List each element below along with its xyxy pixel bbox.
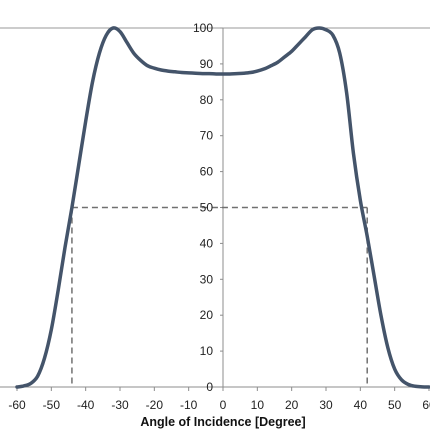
y-tick-label: 100 xyxy=(193,21,213,35)
x-tick-label: 50 xyxy=(388,398,402,412)
y-tick-label: 60 xyxy=(200,165,214,179)
x-tick-label: -50 xyxy=(43,398,61,412)
series-group xyxy=(15,26,430,389)
x-tick-label: -20 xyxy=(146,398,164,412)
x-tick-labels: -60 -50 -40 -30 -20 -10 0 10 20 30 40 50 60 xyxy=(8,398,430,412)
x-tick-label: 20 xyxy=(285,398,299,412)
y-tick-label: 20 xyxy=(200,308,214,322)
y-tick-label: 0 xyxy=(206,380,213,394)
x-tick-label: 40 xyxy=(354,398,368,412)
y-tick-label: 30 xyxy=(200,272,214,286)
y-tick-labels: 0 10 20 30 40 50 60 70 80 90 100 xyxy=(193,21,213,394)
x-tick-label: 60 xyxy=(422,398,430,412)
y-tick-label: 90 xyxy=(200,57,214,71)
x-tick-label: 10 xyxy=(251,398,265,412)
x-tick-label: -40 xyxy=(77,398,95,412)
y-tick-label: 40 xyxy=(200,236,214,250)
x-tick-label: -10 xyxy=(180,398,198,412)
y-tick-label: 50 xyxy=(200,201,214,215)
series-line xyxy=(15,26,430,389)
y-tick-label: 70 xyxy=(200,129,214,143)
y-tick-label: 80 xyxy=(200,93,214,107)
x-tick-label: 0 xyxy=(220,398,227,412)
x-tick-label: -60 xyxy=(8,398,26,412)
reference-lines xyxy=(71,206,368,387)
x-tick-label: -30 xyxy=(111,398,129,412)
y-tick-label: 10 xyxy=(200,344,214,358)
x-tick-label: 30 xyxy=(319,398,333,412)
axes xyxy=(0,27,430,391)
x-axis-title: Angle of Incidence [Degree] xyxy=(140,415,305,429)
